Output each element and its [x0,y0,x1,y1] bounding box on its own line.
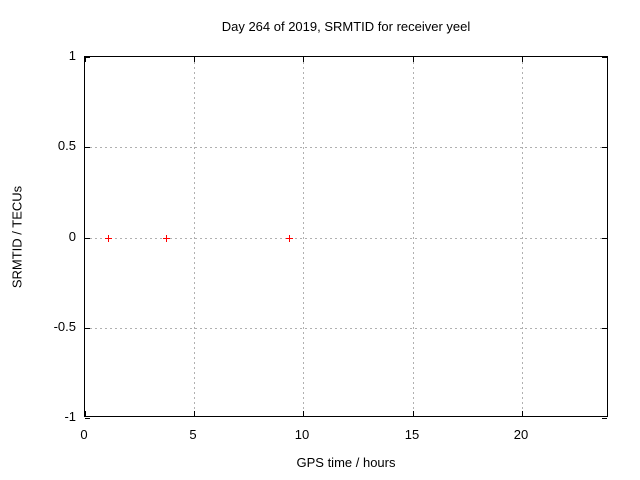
gridline-vertical [194,57,195,416]
x-tick-label: 0 [80,427,88,442]
gridline-vertical [522,57,523,416]
y-tick-mark [85,57,90,58]
x-axis-label: GPS time / hours [296,455,396,470]
x-tick-mark [194,411,195,416]
marker-stroke [289,235,290,242]
y-tick-label: 0 [68,229,76,244]
gridline-vertical [413,57,414,416]
marker-stroke [166,235,167,242]
y-tick-label: 0.5 [57,138,76,153]
x-tick-mark [303,411,304,416]
gridline-horizontal [85,147,607,148]
data-point-marker [105,235,112,242]
x-tick-mark [85,57,86,62]
y-tick-mark [85,147,90,148]
data-point-marker [163,235,170,242]
y-tick-label: 1 [68,48,76,63]
y-tick-mark [602,57,607,58]
plot-area [84,56,608,419]
x-tick-mark [85,411,86,416]
x-tick-mark [522,411,523,416]
y-tick-label: -1 [64,409,76,424]
x-tick-mark [522,57,523,62]
y-tick-mark [602,238,607,239]
x-tick-label: 15 [404,427,420,442]
y-tick-label: -0.5 [53,319,76,334]
x-tick-mark [194,57,195,62]
gridline-horizontal [85,238,607,239]
chart-title: Day 264 of 2019, SRMTID for receiver yee… [221,19,471,34]
data-point-marker [286,235,293,242]
marker-stroke [108,235,109,242]
y-tick-mark [602,418,607,419]
x-tick-label: 10 [294,427,310,442]
x-tick-label: 20 [513,427,529,442]
x-tick-mark [303,57,304,62]
y-tick-mark [602,328,607,329]
y-tick-mark [85,238,90,239]
y-tick-mark [602,147,607,148]
y-tick-mark [85,418,90,419]
y-tick-mark [85,328,90,329]
gridline-vertical [303,57,304,416]
gridline-horizontal [85,328,607,329]
x-tick-label: 5 [189,427,197,442]
x-tick-mark [413,57,414,62]
x-tick-mark [413,411,414,416]
